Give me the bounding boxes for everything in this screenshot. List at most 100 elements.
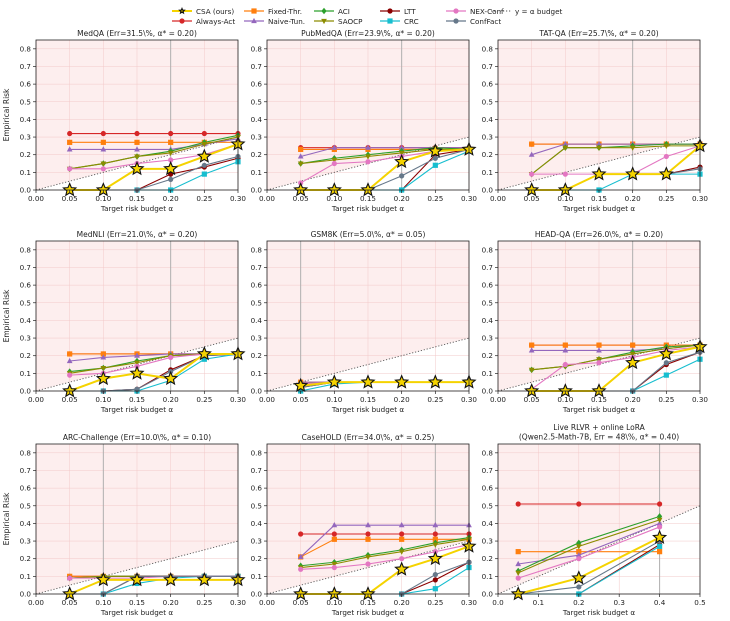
x-tick-label: 0.15 xyxy=(360,395,376,404)
legend-marker xyxy=(178,6,186,15)
data-point-conffact xyxy=(432,571,438,578)
x-tick-label: 0.25 xyxy=(658,194,674,203)
legend-label: SAOCP xyxy=(338,17,363,26)
x-tick-label: 0.25 xyxy=(196,598,212,607)
series-line-nex xyxy=(69,143,239,170)
data-point-always xyxy=(134,130,140,137)
y-tick-label: 0.2 xyxy=(20,351,31,360)
data-point-csa xyxy=(163,370,179,386)
data-point-fixed xyxy=(529,342,535,348)
y-tick-label: 0.4 xyxy=(20,519,32,528)
y-tick-label: 0.2 xyxy=(251,351,262,360)
data-point-naive xyxy=(562,347,569,353)
x-tick-label: 0.05 xyxy=(293,194,309,203)
data-point-nex xyxy=(298,566,304,572)
y-tick-label: 0.5 xyxy=(482,501,493,510)
y-tick-label: 0.7 xyxy=(251,466,262,475)
panel-title: Live RLVR + online LoRA xyxy=(553,423,645,432)
data-point-csa xyxy=(658,346,674,361)
x-tick-label: 0.10 xyxy=(557,395,573,404)
y-tick-label: 0.6 xyxy=(482,484,494,493)
data-point-fixed xyxy=(67,351,73,357)
x-axis-label: Target risk budget α xyxy=(100,204,173,213)
y-tick-label: 0.0 xyxy=(20,590,32,599)
data-point-saocp xyxy=(365,554,371,561)
x-tick-label: 0.00 xyxy=(259,194,275,203)
data-point-nex xyxy=(365,561,371,567)
data-point-conffact xyxy=(168,176,174,183)
y-tick-label: 0.8 xyxy=(482,44,494,53)
data-point-nex xyxy=(399,556,405,562)
y-tick-label: 0.3 xyxy=(251,334,262,343)
data-point-csa xyxy=(427,374,443,389)
y-tick-label: 0.8 xyxy=(251,245,263,254)
data-point-saocp xyxy=(398,150,405,157)
legend-marker xyxy=(387,18,393,24)
panel-title: (Qwen2.5-Math-7B, Err = 48\%, α* = 0.40) xyxy=(519,433,679,442)
panel-6: 0.0 0.1 0.2 0.3 0.4 0.5 0.6 0.7 0.8 0.00 0.05 0.10 0… xyxy=(482,230,709,414)
series-saocp xyxy=(515,517,663,576)
y-tick-label: 0.7 xyxy=(482,263,493,272)
data-point-conffact xyxy=(201,162,207,168)
panel-8: 0.0 0.1 0.2 0.3 0.4 0.5 0.6 0.7 0.8 0.00 0.05 0.10 0… xyxy=(251,433,478,617)
data-point-saocp xyxy=(331,157,338,164)
data-point-saocp xyxy=(201,142,208,148)
y-tick-label: 0.6 xyxy=(20,484,32,493)
data-point-nex xyxy=(657,524,663,530)
series-csa xyxy=(510,529,668,601)
y-tick-label: 0.4 xyxy=(251,115,263,124)
x-tick-label: 0.05 xyxy=(293,598,309,607)
data-point-crc xyxy=(432,162,438,168)
x-tick-label: 0.10 xyxy=(326,395,342,404)
x-tick-label: 0.30 xyxy=(230,395,246,404)
data-point-csa xyxy=(591,166,607,181)
legend-marker xyxy=(453,8,459,14)
legend-item-aci: ACI xyxy=(314,7,350,16)
x-tick-label: 0.05 xyxy=(524,194,540,203)
series-line-saocp xyxy=(300,538,470,569)
data-point-nex xyxy=(331,160,337,167)
x-tick-label: 0.00 xyxy=(490,395,506,404)
y-tick-label: 0.2 xyxy=(482,150,493,159)
x-tick-label: 0.30 xyxy=(692,194,708,203)
data-point-csa xyxy=(129,365,145,380)
data-point-fixed xyxy=(657,549,663,555)
x-tick-label: 0.5 xyxy=(694,598,705,607)
data-point-fixed xyxy=(529,141,535,147)
legend-item-csa: CSA (ours) xyxy=(172,6,234,16)
data-point-nex xyxy=(168,157,174,163)
data-point-fixed xyxy=(399,536,405,542)
y-tick-label: 0.0 xyxy=(20,387,32,396)
legend-item-crc: CRC xyxy=(380,17,419,26)
data-point-nex xyxy=(67,575,73,581)
x-tick-label: 0.00 xyxy=(259,395,275,404)
data-point-saocp xyxy=(331,561,338,568)
legend-label: Naive-Tun. xyxy=(268,17,305,26)
data-point-naive xyxy=(528,151,535,157)
y-tick-label: 0.2 xyxy=(251,554,262,563)
x-tick-label: 0.00 xyxy=(28,194,44,203)
legend-marker xyxy=(251,8,257,14)
data-point-csa xyxy=(394,374,410,389)
y-tick-label: 0.7 xyxy=(251,263,262,272)
x-tick-label: 0.10 xyxy=(95,598,111,607)
data-point-csa xyxy=(625,166,641,181)
panel-title: MedNLI (Err=21.0\%, α* = 0.20) xyxy=(77,230,198,239)
y-tick-label: 0.8 xyxy=(482,448,494,457)
y-tick-label: 0.8 xyxy=(20,44,32,53)
legend-label: Always-Act xyxy=(196,17,235,26)
panel-title: HEAD-QA (Err=26.0\%, α* = 0.20) xyxy=(535,230,663,239)
data-point-saocp xyxy=(656,517,663,524)
data-point-fixed xyxy=(331,536,337,542)
y-tick-label: 0.8 xyxy=(251,44,263,53)
data-point-csa xyxy=(196,346,212,361)
data-point-saocp xyxy=(575,544,582,550)
x-tick-label: 0.30 xyxy=(230,194,246,203)
data-point-always xyxy=(515,501,521,507)
y-tick-label: 0.1 xyxy=(20,168,31,177)
legend-label: ConfFact xyxy=(470,17,501,26)
x-tick-label: 0.20 xyxy=(625,395,641,404)
data-point-fixed xyxy=(298,146,304,153)
y-tick-label: 0.0 xyxy=(251,590,263,599)
y-tick-label: 0.1 xyxy=(251,572,262,581)
